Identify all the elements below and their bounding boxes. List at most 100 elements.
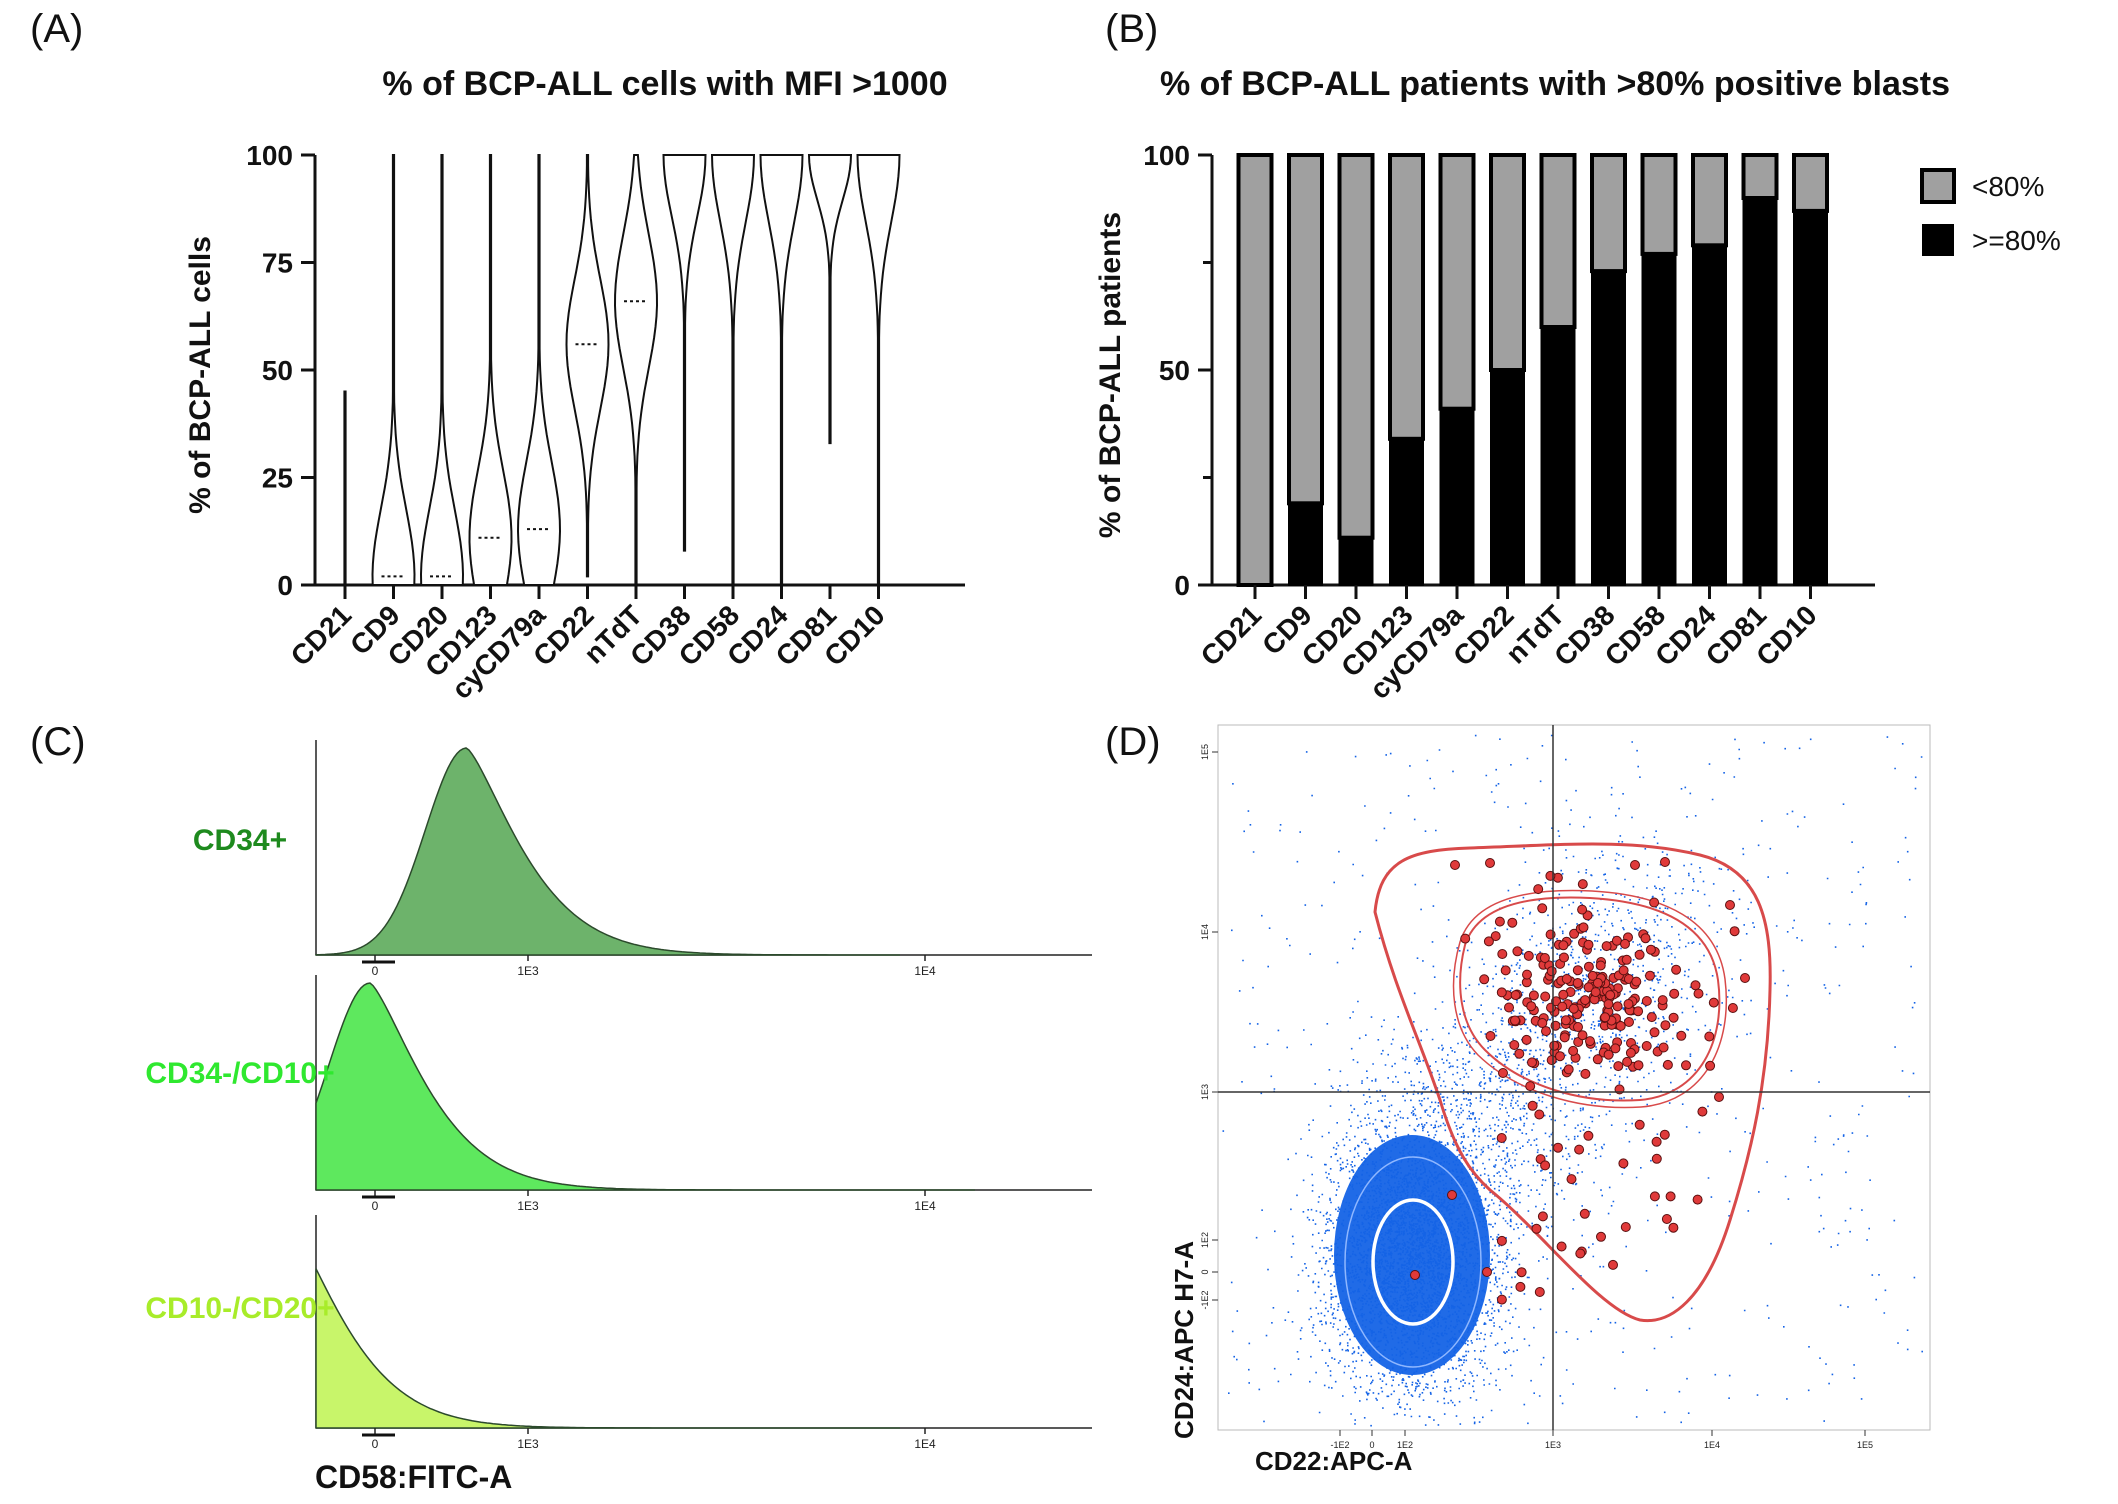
red-event <box>1496 1294 1507 1305</box>
red-event <box>1634 949 1645 960</box>
red-event <box>1447 1190 1457 1200</box>
bar-pos-CD81 <box>1742 197 1778 586</box>
red-event <box>1740 973 1750 983</box>
red-event <box>1704 1031 1715 1042</box>
red-event <box>1494 916 1505 927</box>
red-event <box>1572 978 1583 988</box>
red-event <box>1633 1060 1644 1071</box>
legend-swatch-pos <box>1922 224 1954 256</box>
red-event <box>1496 1133 1507 1143</box>
red-event <box>1668 1222 1679 1233</box>
violin-CD9 <box>371 154 416 586</box>
red-event <box>1603 999 1614 1010</box>
red-event <box>1630 860 1640 870</box>
violin-CD58 <box>710 154 756 586</box>
red-event <box>1665 1191 1676 1202</box>
red-event <box>1496 1235 1507 1246</box>
panel-d-gates <box>1344 842 1772 1368</box>
d-ytick-label: 1E2 <box>1200 1232 1210 1248</box>
hist-xtick-label: 1E3 <box>517 964 539 978</box>
bar-neg-CD21 <box>1236 153 1274 587</box>
red-event <box>1651 1153 1662 1164</box>
red-event <box>1504 1002 1514 1013</box>
red-event <box>1671 964 1682 975</box>
red-event <box>1580 1068 1591 1079</box>
hist-xtick-label: 0 <box>372 1199 379 1213</box>
panel-c: (C) CD34+ 0 1E3 1E4 CD34-/CD10+ 0 1E3 1E4 CD10-/… <box>30 720 1092 1495</box>
red-event <box>1546 966 1557 977</box>
legend-label-pos: >=80% <box>1972 225 2061 256</box>
red-event <box>1534 1287 1545 1297</box>
d-ytick-label: 1E4 <box>1200 924 1210 940</box>
red-event <box>1692 1194 1703 1205</box>
red-event <box>1592 978 1603 988</box>
hist-area-1 <box>315 982 975 1191</box>
red-event <box>1568 1045 1579 1056</box>
hist-area-2 <box>315 1268 900 1429</box>
red-event <box>1669 988 1680 999</box>
red-event <box>1573 1022 1583 1032</box>
hist-xtick-label: 1E4 <box>914 1199 936 1213</box>
blue-core <box>1334 1135 1490 1375</box>
red-event <box>1533 884 1544 895</box>
bar-neg-CD58 <box>1640 153 1678 256</box>
red-event <box>1507 917 1518 928</box>
bar-pos-CD58 <box>1641 252 1677 586</box>
red-event <box>1662 1059 1673 1070</box>
panel-a-ytick-label: 0 <box>277 570 293 601</box>
red-event <box>1681 1060 1691 1071</box>
d-ytick-label: -1E2 <box>1200 1290 1210 1309</box>
red-event <box>1649 897 1660 908</box>
red-event <box>1649 1191 1660 1202</box>
red-gate-outer <box>1373 842 1772 1323</box>
hist-label-0: CD34+ <box>193 824 287 857</box>
red-event <box>1659 1129 1670 1140</box>
hist-xtick-label: 1E4 <box>914 1437 936 1451</box>
red-event <box>1512 946 1523 957</box>
red-event <box>1557 1001 1568 1012</box>
red-event <box>1651 1136 1662 1147</box>
red-event <box>1558 989 1569 1000</box>
panel-b-legend: <80% >=80% <box>1920 168 2061 256</box>
red-event <box>1527 1100 1538 1111</box>
panel-b: (B) % of BCP-ALL patients with >80% posi… <box>1094 7 2061 705</box>
red-event <box>1697 1106 1708 1117</box>
red-event <box>1559 952 1569 963</box>
panel-b-title: % of BCP-ALL patients with >80% positive… <box>1160 65 1950 103</box>
red-event <box>1521 1034 1532 1045</box>
red-event <box>1555 1051 1565 1062</box>
red-event <box>1705 1060 1716 1071</box>
red-event <box>1580 995 1591 1006</box>
red-event <box>1658 1042 1669 1053</box>
red-event <box>1578 922 1589 933</box>
red-event <box>1729 926 1740 937</box>
red-event <box>1534 1109 1545 1120</box>
bar-neg-nTdT <box>1539 153 1577 329</box>
red-event <box>1537 1018 1548 1028</box>
red-event <box>1620 1222 1631 1232</box>
red-event <box>1660 857 1670 867</box>
red-event <box>1585 1036 1595 1047</box>
red-event <box>1668 1012 1679 1023</box>
red-event <box>1559 1032 1570 1043</box>
red-event <box>1553 1142 1563 1153</box>
red-event <box>1577 879 1588 890</box>
red-event <box>1583 939 1594 950</box>
panel-a-ytick-label: 50 <box>262 355 293 386</box>
legend-swatch-neg <box>1920 168 1956 204</box>
bar-pos-CD24 <box>1692 244 1727 587</box>
panel-d-ticks: -1E2 0 1E2 1E3 1E4 1E5 1E5 1E4 1E3 1E2 0 -1E2 <box>1200 744 1873 1450</box>
red-event <box>1583 961 1594 972</box>
red-event <box>1460 933 1471 944</box>
red-event <box>1690 980 1701 991</box>
panel-d-xlabel: CD22:APC-A <box>1255 1446 1413 1476</box>
red-event <box>1522 969 1532 980</box>
red-event <box>1621 954 1632 965</box>
blue-events <box>1222 734 1923 1427</box>
bar-neg-CD38 <box>1590 153 1627 274</box>
panel-b-y-ticks: 0 50 100 <box>1143 140 1212 601</box>
red-event <box>1514 1048 1525 1059</box>
bar-pos-CD38 <box>1591 270 1626 586</box>
violin-CD123 <box>468 154 513 586</box>
